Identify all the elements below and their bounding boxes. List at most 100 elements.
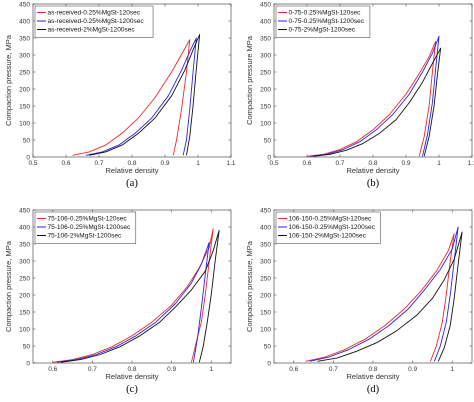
x-tick-label: 1.1	[226, 160, 235, 167]
legend: 0-75-0.25%MgSt-120sec0-75-0.25%MgSt-1200…	[275, 5, 371, 38]
x-tick-label: 0.7	[335, 160, 344, 167]
x-tick-label: 0.9	[167, 366, 176, 373]
y-tick-label: 50	[264, 137, 272, 144]
legend-entry: 75-106-0.25%MgSt-120sec	[48, 216, 128, 223]
series-line-3	[89, 34, 201, 156]
series-line-2	[85, 37, 197, 156]
x-tick-label: 0.6	[302, 160, 311, 167]
x-tick-label: 0.5	[269, 160, 278, 167]
y-tick-label: 150	[19, 103, 30, 110]
x-tick-label: 0.6	[289, 366, 298, 373]
x-tick-label: 1.1	[467, 160, 474, 167]
x-axis-label: Relative density	[106, 166, 159, 175]
x-tick-label: 0.8	[127, 160, 136, 167]
y-tick-label: 400	[19, 18, 30, 25]
x-tick-label: 1	[196, 160, 200, 167]
y-tick-label: 450	[19, 207, 30, 214]
series-line-1	[72, 39, 191, 156]
legend-entry: as-received-0.25%MgSt-1200sec	[48, 18, 145, 25]
x-tick-label: 0.9	[160, 160, 169, 167]
panel-3: 0.6 0.7 0.8 0.9 1 0 50 100 150 200 250 300 350 400 450…	[4, 207, 232, 395]
x-tick-label: 0.7	[94, 160, 103, 167]
series-line-1	[306, 40, 437, 157]
y-tick-label: 50	[264, 343, 272, 350]
y-tick-label: 200	[260, 86, 271, 93]
y-tick-label: 100	[260, 120, 271, 127]
series-line-1	[52, 228, 214, 363]
legend-box	[34, 5, 154, 38]
x-tick-label: 0.9	[408, 366, 417, 373]
y-tick-label: 150	[260, 103, 271, 110]
legend-box	[275, 5, 371, 38]
panel-caption: (a)	[126, 178, 138, 189]
y-tick-label: 250	[260, 275, 271, 282]
x-tick-label: 0.7	[88, 366, 97, 373]
legend-entry: 0-75-0.25%MgSt-1200sec	[289, 18, 365, 25]
legend-box	[34, 211, 137, 244]
y-tick-label: 400	[260, 224, 271, 231]
series-line-3	[313, 47, 442, 157]
series-line-2	[310, 35, 440, 157]
y-tick-label: 350	[19, 241, 30, 248]
y-axis-label: Compaction pressure, MPa	[4, 34, 13, 126]
y-tick-label: 250	[260, 69, 271, 76]
y-tick-label: 200	[19, 292, 30, 299]
x-tick-label: 0.6	[61, 160, 70, 167]
panel-1: 0.5 0.6 0.7 0.8 0.9 1 1.1 0 50 100 150 200 250 300 350…	[4, 1, 236, 189]
x-tick-label: 0.7	[329, 366, 338, 373]
y-tick-label: 200	[260, 292, 271, 299]
legend-entry: as-received-0.25%MgSt-120sec	[48, 10, 141, 17]
y-tick-label: 50	[23, 137, 31, 144]
y-tick-label: 50	[23, 343, 31, 350]
panel-caption: (b)	[367, 178, 380, 189]
x-tick-label: 1	[437, 160, 441, 167]
x-tick-label: 0.5	[28, 160, 37, 167]
y-tick-label: 0	[26, 154, 30, 161]
y-tick-label: 100	[19, 326, 30, 333]
series-line-3	[317, 231, 463, 362]
y-tick-label: 250	[19, 69, 30, 76]
y-tick-label: 250	[19, 275, 30, 282]
y-tick-label: 0	[267, 360, 271, 367]
y-tick-label: 100	[260, 326, 271, 333]
y-tick-label: 400	[260, 18, 271, 25]
y-tick-label: 450	[260, 1, 271, 8]
panel-2: 0.5 0.6 0.7 0.8 0.9 1 1.1 0 50 100 150 200 250 300 350…	[245, 1, 474, 189]
x-axis-label: Relative density	[347, 166, 400, 175]
legend-entry: 106-150-0.25%MgSt-120sec	[289, 216, 372, 223]
y-tick-label: 150	[260, 309, 271, 316]
legend: 106-150-0.25%MgSt-120sec106-150-0.25%MgS…	[275, 211, 381, 244]
y-axis-label: Compaction pressure, MPa	[4, 240, 13, 332]
y-axis-label: Compaction pressure MPa	[245, 35, 254, 125]
y-tick-label: 300	[260, 52, 271, 59]
x-tick-label: 0.8	[368, 366, 377, 373]
y-tick-label: 0	[26, 360, 30, 367]
panel-caption: (c)	[126, 384, 138, 395]
y-tick-label: 400	[19, 224, 30, 231]
legend-entry: as-received-2%MgSt-1200sec	[48, 27, 136, 34]
y-tick-label: 300	[19, 258, 30, 265]
x-tick-label: 0.8	[127, 366, 136, 373]
y-tick-label: 350	[260, 241, 271, 248]
y-axis-label: Compaction pressure, MPa	[245, 240, 254, 332]
x-tick-label: 1	[209, 366, 213, 373]
y-tick-label: 350	[19, 35, 30, 42]
x-tick-label: 0.6	[48, 366, 57, 373]
legend-entry: 0-75-0.25%MgSt-120sec	[289, 10, 362, 17]
y-tick-label: 0	[267, 154, 271, 161]
x-tick-label: 0.9	[401, 160, 410, 167]
y-tick-label: 150	[19, 309, 30, 316]
series-line-2	[56, 241, 210, 363]
x-tick-label: 1	[450, 366, 454, 373]
y-tick-label: 300	[19, 52, 30, 59]
y-tick-label: 450	[19, 1, 30, 8]
series-line-3	[60, 229, 220, 363]
y-tick-label: 200	[19, 86, 30, 93]
panel-caption: (d)	[367, 384, 380, 395]
legend: as-received-0.25%MgSt-120secas-received-…	[34, 5, 154, 38]
legend: 75-106-0.25%MgSt-120sec75-106-0.25%MgSt-…	[34, 211, 137, 244]
legend-entry: 75-106-0.25%MgSt-1200sec	[48, 224, 131, 231]
x-axis-label: Relative density	[106, 372, 159, 381]
legend-entry: 0-75-2%MgSt-1200sec	[289, 27, 356, 34]
